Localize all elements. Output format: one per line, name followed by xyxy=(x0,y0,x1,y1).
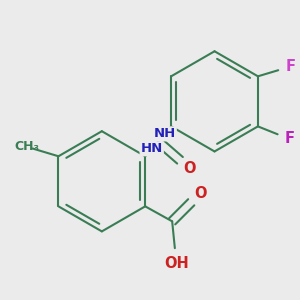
Text: HN: HN xyxy=(141,142,163,155)
Text: NH: NH xyxy=(154,128,176,140)
Text: F: F xyxy=(285,59,295,74)
Text: O: O xyxy=(183,161,196,176)
Text: CH₃: CH₃ xyxy=(15,140,40,153)
Text: F: F xyxy=(284,131,294,146)
Text: OH: OH xyxy=(164,256,189,271)
Text: O: O xyxy=(194,186,206,201)
